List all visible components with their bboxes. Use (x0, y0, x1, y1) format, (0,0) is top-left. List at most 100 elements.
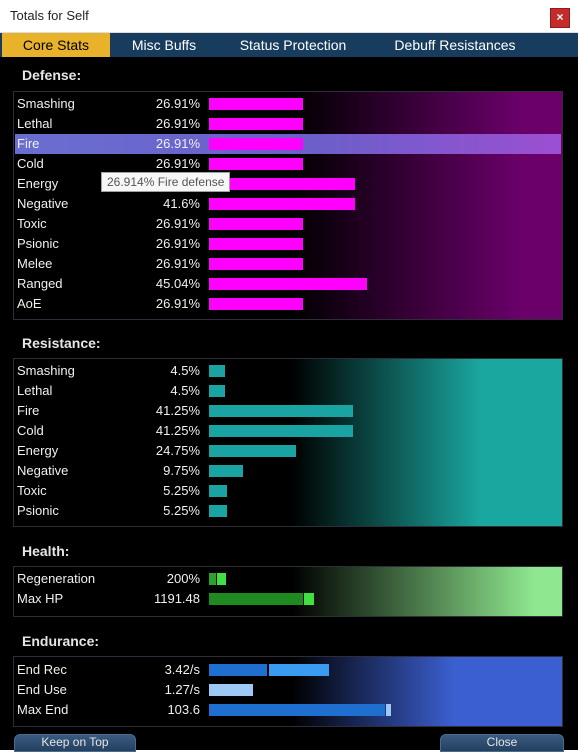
defense-label: Cold (17, 156, 44, 171)
defense-value: 26.91% (155, 116, 200, 131)
tab-core-stats[interactable]: Core Stats (2, 33, 110, 57)
resistance-row: Toxic 5.25% (14, 481, 562, 501)
defense-row: Melee 26.91% (14, 254, 562, 274)
resistance-row: Lethal 4.5% (14, 381, 562, 401)
endurance-value: 3.42/s (164, 662, 200, 677)
defense-row: Cold 26.91% (14, 154, 562, 174)
health-label: Max HP (17, 591, 64, 606)
resistance-label: Energy (17, 443, 59, 458)
defense-bar (209, 178, 355, 190)
health-value: 1191.48 (153, 591, 200, 606)
resistance-label: Smashing (17, 363, 75, 378)
health-gradient (292, 567, 562, 616)
health-bar (209, 573, 216, 585)
resistance-label: Toxic (17, 483, 47, 498)
defense-value: 26.91% (155, 136, 200, 151)
defense-label: Smashing (17, 96, 75, 111)
resistance-value: 9.75% (163, 463, 200, 478)
resistance-value: 41.25% (155, 423, 200, 438)
health-bar (217, 573, 226, 585)
defense-bar (209, 138, 303, 150)
defense-value: 26.91% (155, 96, 200, 111)
defense-row: Toxic 26.91% (14, 214, 562, 234)
endurance-label: Max End (17, 702, 69, 717)
defense-label: Fire (17, 136, 40, 151)
defense-label: Melee (17, 256, 53, 271)
defense-bar (209, 298, 303, 310)
close-button[interactable]: Close (440, 734, 564, 752)
resistance-bar (209, 505, 227, 517)
resistance-row: Negative 9.75% (14, 461, 562, 481)
endurance-row: End Use 1.27/s (14, 680, 562, 700)
health-row: Max HP 1191.48 (14, 589, 562, 609)
defense-bar (209, 238, 303, 250)
defense-bar (209, 198, 355, 210)
resistance-bar (209, 465, 243, 477)
resistance-bar (209, 405, 353, 417)
defense-value: 26.91% (155, 296, 200, 311)
defense-panel: Smashing 26.91% Lethal 26.91% Fire 26.91% Cold… (13, 91, 563, 320)
health-title: Health: (22, 543, 70, 559)
defense-row: Smashing 26.91% (14, 94, 562, 114)
endurance-bar (209, 684, 253, 696)
resistance-bar (209, 365, 225, 377)
endurance-bar (386, 704, 391, 716)
window-title: Totals for Self (10, 8, 89, 23)
defense-label: Ranged (17, 276, 63, 291)
defense-title: Defense: (22, 67, 82, 83)
resistance-gradient (292, 359, 562, 526)
defense-row: Fire 26.91% (14, 134, 562, 154)
defense-tooltip: 26.914% Fire defense (101, 172, 231, 192)
defense-label: Psionic (17, 236, 59, 251)
defense-bar (209, 258, 303, 270)
defense-bar (209, 218, 303, 230)
defense-row: Ranged 45.04% (14, 274, 562, 294)
resistance-bar (209, 385, 225, 397)
endurance-bar (209, 704, 385, 716)
resistance-value: 4.5% (170, 383, 200, 398)
health-value: 200% (166, 571, 200, 586)
resistance-value: 5.25% (163, 483, 200, 498)
defense-value: 26.91% (155, 236, 200, 251)
endurance-title: Endurance: (22, 633, 100, 649)
health-bar (304, 593, 314, 605)
defense-row: Psionic 26.91% (14, 234, 562, 254)
defense-label: Negative (17, 196, 69, 211)
endurance-value: 103.6 (167, 702, 200, 717)
defense-value: 26.91% (155, 256, 200, 271)
endurance-panel: End Rec 3.42/s End Use 1.27/s Max End 10… (13, 656, 563, 727)
resistance-value: 4.5% (170, 363, 200, 378)
endurance-row: End Rec 3.42/s (14, 660, 562, 680)
defense-value: 41.6% (163, 196, 200, 211)
tab-bar: Core Stats Misc Buffs Status Protection … (0, 33, 578, 57)
defense-value: 26.91% (155, 216, 200, 231)
resistance-title: Resistance: (22, 335, 101, 351)
close-icon[interactable]: × (550, 8, 570, 28)
title-bar: Totals for Self × (0, 0, 578, 33)
keep-on-top-button[interactable]: Keep on Top (14, 734, 136, 752)
resistance-row: Smashing 4.5% (14, 361, 562, 381)
defense-bar (209, 118, 303, 130)
tab-debuff-resistances[interactable]: Debuff Resistances (394, 37, 516, 53)
defense-label: AoE (17, 296, 42, 311)
defense-label: Lethal (17, 116, 53, 131)
tab-misc-buffs[interactable]: Misc Buffs (131, 37, 197, 53)
defense-bar (209, 98, 303, 110)
resistance-label: Fire (17, 403, 40, 418)
resistance-value: 24.75% (155, 443, 200, 458)
defense-value: 26.91% (155, 156, 200, 171)
defense-row: Lethal 26.91% (14, 114, 562, 134)
core-stats-content: Defense: Smashing 26.91% Lethal 26.91% Fire 2… (0, 57, 578, 750)
tab-status-protection[interactable]: Status Protection (239, 37, 347, 53)
defense-bar (209, 278, 367, 290)
defense-row: AoE 26.91% (14, 294, 562, 314)
resistance-label: Negative (17, 463, 69, 478)
resistance-row: Psionic 5.25% (14, 501, 562, 521)
endurance-label: End Use (17, 682, 67, 697)
resistance-bar (209, 485, 227, 497)
resistance-panel: Smashing 4.5% Lethal 4.5% Fire 41.25% Cold 41.2… (13, 358, 563, 527)
defense-label: Energy (17, 176, 59, 191)
defense-row: Negative 41.6% (14, 194, 562, 214)
resistance-label: Lethal (17, 383, 53, 398)
